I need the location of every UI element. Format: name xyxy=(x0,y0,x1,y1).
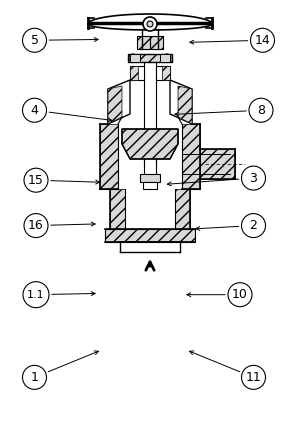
Polygon shape xyxy=(130,66,138,80)
Polygon shape xyxy=(100,124,118,189)
Circle shape xyxy=(147,21,153,27)
Circle shape xyxy=(249,98,273,122)
Polygon shape xyxy=(122,129,178,159)
Circle shape xyxy=(163,54,171,62)
Text: 8: 8 xyxy=(257,104,265,117)
Polygon shape xyxy=(156,66,170,80)
Polygon shape xyxy=(175,189,190,229)
Polygon shape xyxy=(200,149,235,179)
Text: 2: 2 xyxy=(250,219,257,232)
Polygon shape xyxy=(150,36,163,49)
Polygon shape xyxy=(108,80,130,124)
Text: 11: 11 xyxy=(246,371,261,384)
Polygon shape xyxy=(140,174,160,182)
Text: 5: 5 xyxy=(31,34,38,47)
Polygon shape xyxy=(137,36,150,49)
Polygon shape xyxy=(130,66,144,80)
Polygon shape xyxy=(170,80,192,124)
Circle shape xyxy=(23,282,49,308)
Polygon shape xyxy=(130,54,140,62)
Circle shape xyxy=(22,28,46,52)
Polygon shape xyxy=(143,182,157,189)
Polygon shape xyxy=(182,124,200,189)
Circle shape xyxy=(22,365,46,389)
Text: 10: 10 xyxy=(232,288,248,301)
Circle shape xyxy=(250,28,274,52)
Text: 16: 16 xyxy=(28,219,44,232)
Text: 3: 3 xyxy=(250,172,257,184)
Circle shape xyxy=(228,283,252,307)
Polygon shape xyxy=(162,66,170,80)
Text: 4: 4 xyxy=(31,104,38,117)
Polygon shape xyxy=(105,229,195,242)
Circle shape xyxy=(143,17,157,31)
Circle shape xyxy=(22,98,46,122)
Text: 1: 1 xyxy=(31,371,38,384)
Polygon shape xyxy=(128,54,172,62)
Circle shape xyxy=(242,365,266,389)
Text: 1.1: 1.1 xyxy=(27,290,45,300)
Circle shape xyxy=(24,168,48,192)
Text: 14: 14 xyxy=(255,34,270,47)
Polygon shape xyxy=(108,86,122,124)
Polygon shape xyxy=(160,54,170,62)
Circle shape xyxy=(24,214,48,237)
Circle shape xyxy=(129,54,137,62)
Circle shape xyxy=(242,166,266,190)
Polygon shape xyxy=(110,189,125,229)
Circle shape xyxy=(242,214,266,237)
Text: 15: 15 xyxy=(28,174,44,187)
Polygon shape xyxy=(178,86,192,124)
